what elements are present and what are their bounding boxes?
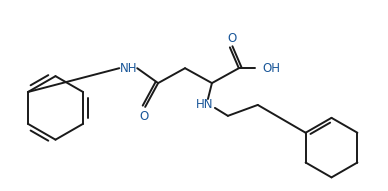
Text: OH: OH <box>263 62 281 75</box>
Text: HN: HN <box>196 98 214 111</box>
Text: NH: NH <box>120 62 137 75</box>
Text: O: O <box>140 110 149 123</box>
Text: O: O <box>227 32 237 45</box>
